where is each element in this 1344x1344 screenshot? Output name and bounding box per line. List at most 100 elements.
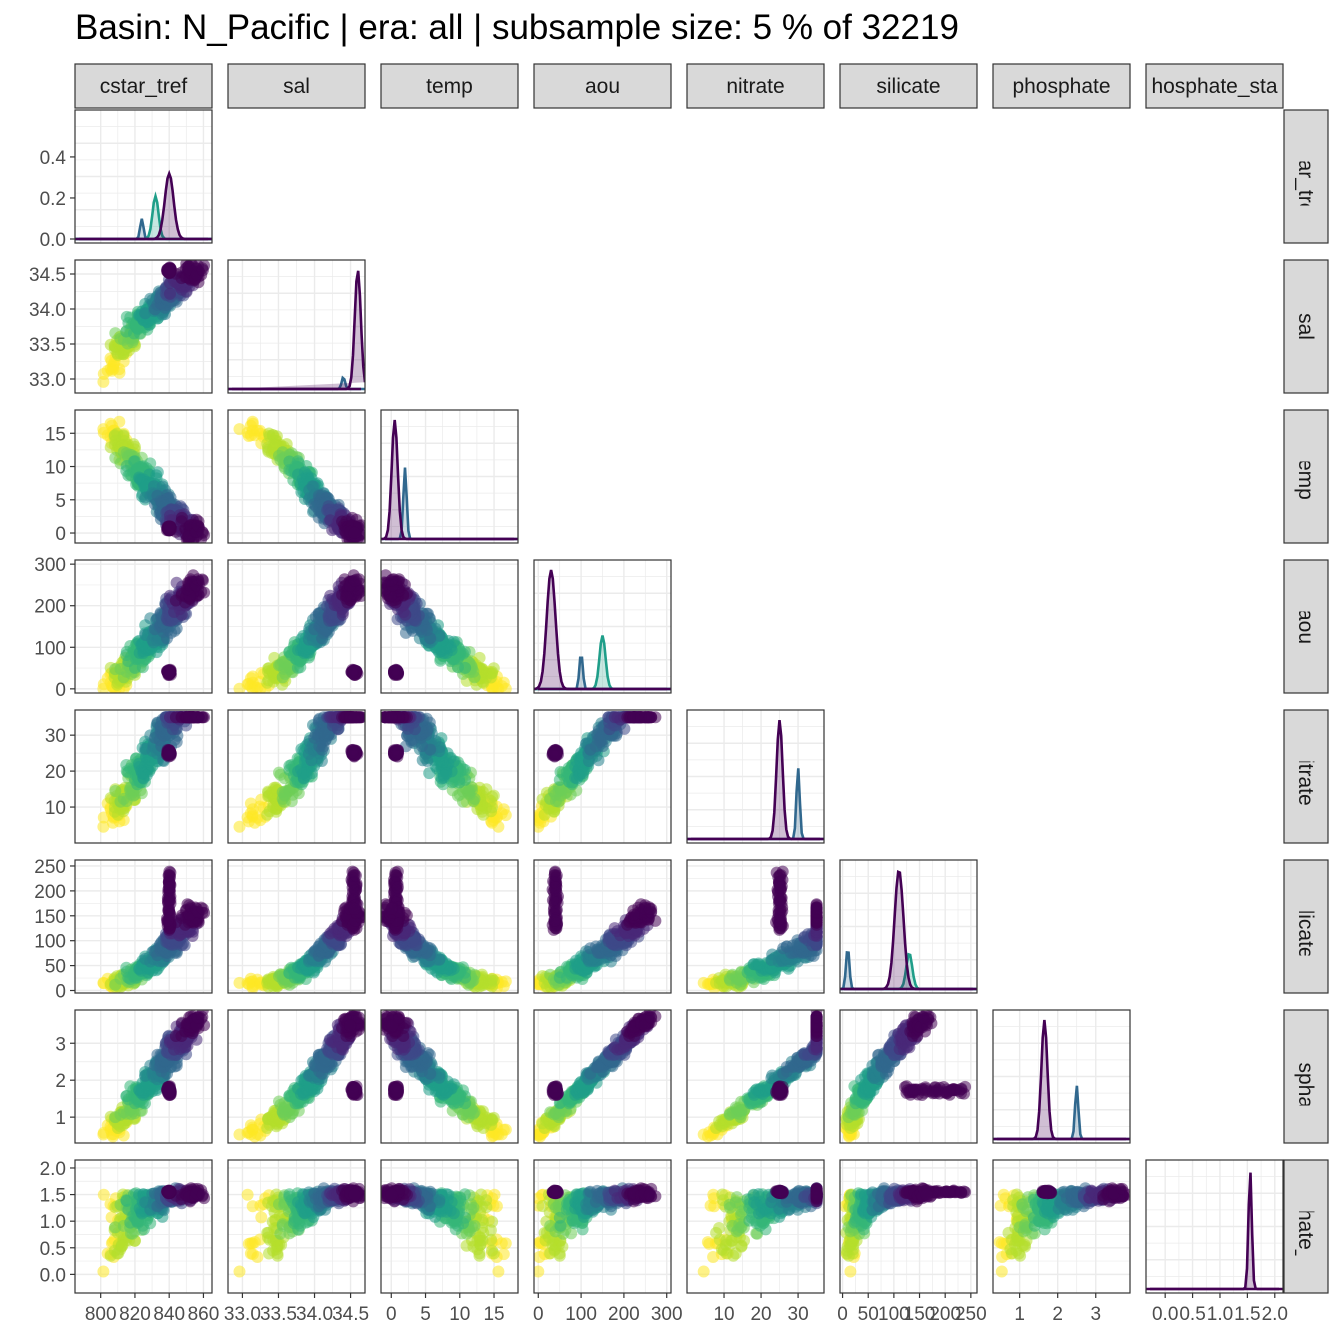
- panel-nitrate-vs-aou: [533, 709, 672, 844]
- data-point: [340, 590, 353, 603]
- data-point: [305, 754, 318, 767]
- data-point: [296, 767, 309, 780]
- data-point: [129, 661, 141, 674]
- data-point: [136, 767, 148, 780]
- panel-border: [227, 409, 366, 544]
- data-point: [421, 624, 433, 637]
- data-point: [385, 711, 398, 724]
- column-strip-label: phosphate: [1012, 75, 1110, 98]
- data-point: [317, 740, 330, 753]
- column-strip-label: nitrate: [726, 75, 784, 98]
- data-point: [424, 743, 437, 756]
- column-strip-temp: temp: [380, 63, 519, 109]
- panel-border: [227, 709, 366, 844]
- panel-nitrate-vs-temp: [380, 709, 519, 844]
- panel-border: [380, 559, 519, 694]
- data-point: [196, 574, 209, 587]
- data-point: [196, 711, 209, 724]
- panel-border: [74, 109, 213, 244]
- panel-aou-vs-temp: [380, 559, 519, 694]
- panel-content: [75, 169, 212, 241]
- column-strip-label: aou: [585, 75, 620, 98]
- data-point: [109, 785, 122, 797]
- data-point: [164, 287, 176, 300]
- row-strip-phosphate: phosphate: [1283, 1009, 1329, 1144]
- row-strip-label: nitrate: [1294, 747, 1317, 805]
- panel-content: [228, 270, 365, 391]
- panel-temp-vs-temp: [380, 409, 519, 544]
- row-strip-cstar_tref: cstar_tref: [1283, 109, 1329, 244]
- data-point: [170, 576, 183, 589]
- data-point: [348, 526, 361, 539]
- data-point: [391, 746, 404, 759]
- row-strip-label: sal: [1294, 313, 1317, 340]
- panel-sal-vs-sal: [227, 259, 366, 394]
- column-strip-phosphate: phosphate: [992, 63, 1131, 109]
- gridlines: [228, 260, 365, 393]
- panel-content: [381, 419, 518, 541]
- column-strip-label: silicate: [876, 75, 940, 98]
- row-strip-label: hosphate_sta: [1294, 1163, 1317, 1289]
- column-strip-label: sal: [283, 75, 310, 98]
- column-strip-phosphate_star: hosphate_sta: [1145, 63, 1284, 109]
- row-strip-silicate: silicate: [1283, 859, 1329, 994]
- panel-temp-vs-cstar_tref: [74, 409, 213, 544]
- panel-content: [97, 569, 211, 693]
- row-strip-label: temp: [1294, 453, 1317, 500]
- data-point: [416, 754, 429, 767]
- data-point: [139, 307, 152, 320]
- column-strip-label: hosphate_sta: [1151, 75, 1277, 98]
- panel-aou-vs-aou: [533, 559, 672, 694]
- data-point: [165, 626, 178, 639]
- data-point: [117, 429, 130, 442]
- data-point: [348, 574, 361, 587]
- column-strip-label: temp: [426, 75, 473, 98]
- column-strip-label: cstar_tref: [100, 75, 188, 98]
- data-point: [459, 661, 472, 674]
- panel-content: [233, 415, 365, 543]
- data-point: [317, 626, 330, 639]
- panel-sal-vs-cstar_tref: [74, 259, 213, 394]
- panel-content: [534, 711, 662, 833]
- data-point: [97, 820, 110, 833]
- data-point: [440, 767, 453, 780]
- panel-border: [227, 259, 366, 394]
- panel-aou-vs-sal: [227, 559, 366, 694]
- panel-aou-vs-cstar_tref: [74, 559, 213, 694]
- data-point: [163, 746, 176, 759]
- panel-content: [381, 711, 512, 833]
- panel-content: [233, 711, 365, 833]
- data-point: [166, 723, 179, 736]
- panel-border: [74, 709, 213, 844]
- column-strip-nitrate: nitrate: [686, 63, 825, 109]
- panel-content: [97, 260, 211, 388]
- panel-nitrate-vs-sal: [227, 709, 366, 844]
- data-point: [163, 666, 176, 679]
- data-point: [233, 820, 246, 833]
- data-point: [108, 430, 121, 443]
- panel-content: [97, 415, 211, 543]
- data-point: [175, 511, 188, 524]
- row-strip-nitrate: nitrate: [1283, 709, 1329, 844]
- data-point: [399, 626, 412, 639]
- row-strip-aou: aou: [1283, 559, 1329, 694]
- row-strip-label: cstar_tref: [1294, 133, 1317, 221]
- data-point: [385, 574, 398, 587]
- panel-border: [533, 559, 672, 694]
- panel-border: [74, 259, 213, 394]
- panel-border: [227, 559, 366, 694]
- panel-content: [233, 569, 365, 693]
- data-point: [463, 784, 476, 797]
- data-point: [423, 767, 436, 780]
- data-point: [163, 520, 176, 533]
- panel-nitrate-vs-cstar_tref: [74, 709, 213, 844]
- data-point: [196, 526, 209, 539]
- column-strip-cstar_tref: cstar_tref: [74, 63, 213, 109]
- data-point: [348, 711, 361, 724]
- data-point: [346, 666, 359, 679]
- data-point: [447, 755, 460, 768]
- plot-title: Basin: N_Pacific | era: all | subsample …: [75, 8, 959, 47]
- row-strip-label: phosphate: [1294, 1027, 1317, 1125]
- column-strip-sal: sal: [227, 63, 366, 109]
